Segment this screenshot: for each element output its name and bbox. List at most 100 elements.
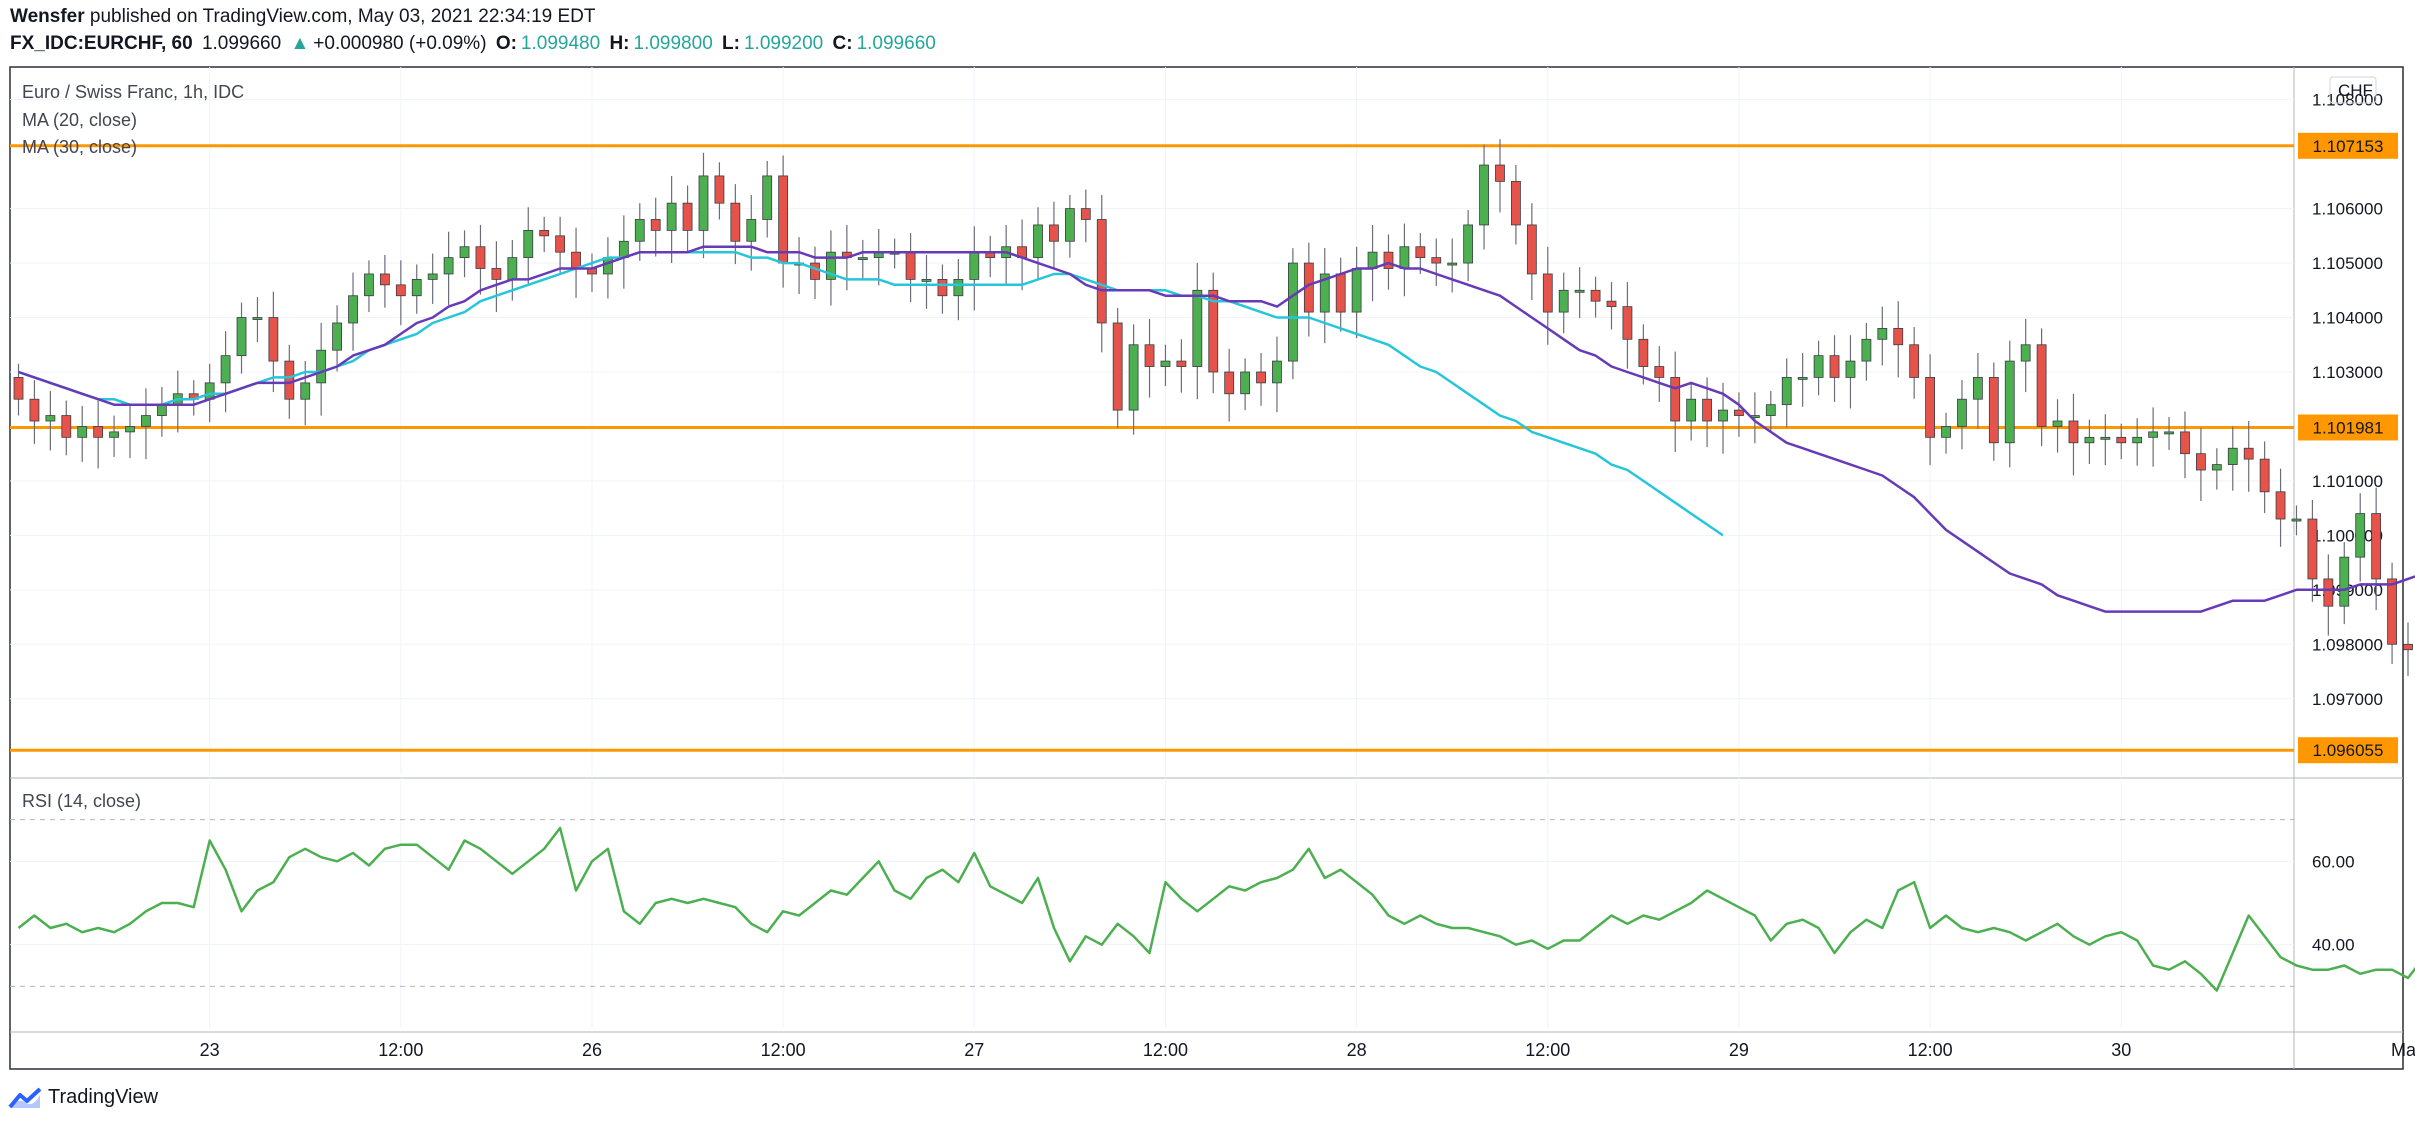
candle-up	[1813, 355, 1824, 378]
candle-up	[348, 295, 358, 324]
candle-up	[762, 175, 773, 220]
candle-up	[921, 278, 932, 282]
candle-down	[491, 268, 502, 280]
candle-up	[969, 251, 980, 280]
time-tick-label: 12:00	[1908, 1040, 1953, 1060]
candle-up	[634, 219, 645, 242]
candle-down	[682, 202, 693, 231]
candle-down	[2116, 436, 2127, 444]
level-price-tag	[2298, 132, 2398, 159]
high-value: 1.099800	[633, 33, 713, 54]
candle-up	[2227, 447, 2238, 465]
candle-up	[2020, 344, 2031, 362]
candle-down	[1431, 257, 1442, 264]
brand-text: TradingView	[48, 1086, 159, 1108]
tradingview-logo-icon	[8, 1087, 42, 1108]
candle-up	[603, 257, 613, 275]
candle-down	[1112, 322, 1123, 411]
candle-up	[2339, 556, 2350, 607]
change-up-icon: ▲	[290, 33, 310, 54]
candle-down	[571, 251, 581, 269]
candle-up	[826, 251, 836, 280]
candle-up	[1574, 289, 1585, 293]
candle-down	[1654, 366, 1665, 378]
candle-down	[905, 251, 916, 280]
candles-group	[13, 139, 2413, 676]
candle-down	[1208, 289, 1219, 373]
ma20-legend[interactable]: MA (20, close)	[22, 110, 138, 130]
candle-up	[2004, 360, 2015, 444]
candle-up	[1399, 246, 1410, 269]
candle-down	[1988, 377, 1999, 444]
time-tick-label: 26	[582, 1040, 602, 1060]
time-tick-label: 23	[200, 1040, 220, 1060]
close-label: C:	[832, 33, 853, 54]
candle-up	[2291, 518, 2302, 522]
tradingview-logo[interactable]: TradingView	[8, 1086, 158, 1109]
candle-down	[379, 273, 390, 286]
candle-up	[1272, 360, 1282, 384]
candle-up	[1941, 426, 1951, 438]
chart-canvas[interactable]: 1.0970001.0980001.0990001.1000001.101000…	[0, 0, 2415, 1075]
time-tick-label: May	[2391, 1040, 2415, 1060]
candle-up	[698, 175, 709, 231]
candle-up	[1479, 164, 1489, 226]
candle-down	[778, 175, 789, 264]
time-tick-label: 30	[2111, 1040, 2131, 1060]
candle-down	[2323, 578, 2334, 607]
candle-up	[1797, 377, 1808, 380]
candle-up	[1877, 328, 1888, 340]
candle-up	[1288, 262, 1298, 362]
candle-down	[395, 284, 406, 297]
candle-up	[618, 240, 629, 259]
candle-down	[1224, 371, 1235, 395]
candle-up	[1686, 398, 1697, 422]
candle-up	[1319, 273, 1330, 313]
candle-down	[29, 398, 40, 422]
price-tick-label: 1.100000	[2312, 526, 2383, 545]
candle-down	[61, 415, 72, 438]
candle-down	[555, 235, 566, 253]
candle-up	[2132, 436, 2143, 444]
candle-up	[1033, 224, 1043, 259]
candle-down	[1176, 360, 1187, 367]
candle-up	[316, 349, 327, 384]
candle-down	[810, 262, 820, 280]
level-price-tag	[2298, 414, 2398, 441]
quote-bar: FX_IDC:EURCHF, 60 1.099660 ▲ +0.000980 (+…	[10, 33, 940, 55]
ma20-line	[18, 245, 2415, 613]
candle-up	[443, 257, 454, 275]
candle-down	[93, 426, 104, 438]
time-tick-label: 28	[1347, 1040, 1367, 1060]
candle-up	[1447, 262, 1458, 266]
candle-up	[427, 273, 438, 280]
price-tick-label: 1.101000	[2312, 472, 2383, 491]
low-value: 1.099200	[743, 33, 824, 54]
candle-up	[1957, 398, 1967, 427]
candle-up	[45, 415, 56, 422]
ma30-legend[interactable]: MA (30, close)	[22, 137, 138, 157]
candle-down	[1590, 289, 1601, 302]
candle-up	[857, 257, 868, 261]
candle-down	[475, 246, 486, 269]
price-tick-label: 1.104000	[2312, 309, 2383, 328]
candle-up	[746, 219, 757, 242]
candle-down	[1638, 338, 1649, 367]
chart-title[interactable]: Euro / Swiss Franc, 1h, IDC	[22, 82, 245, 102]
candle-up	[2164, 431, 2174, 435]
candle-down	[1049, 224, 1059, 242]
candle-up	[1192, 289, 1203, 367]
time-tick-label: 27	[964, 1040, 984, 1060]
candle-up	[523, 229, 534, 259]
candle-down	[1925, 377, 1935, 438]
candle-down	[2243, 447, 2254, 460]
candle-down	[1415, 246, 1426, 259]
candle-up	[156, 404, 167, 416]
candle-up	[411, 278, 422, 297]
candle-down	[1670, 377, 1681, 422]
candle-down	[1606, 300, 1617, 308]
high-label: H:	[609, 33, 630, 54]
candle-up	[1160, 360, 1171, 367]
candle-up	[236, 317, 247, 357]
rsi-legend[interactable]: RSI (14, close)	[22, 791, 142, 811]
